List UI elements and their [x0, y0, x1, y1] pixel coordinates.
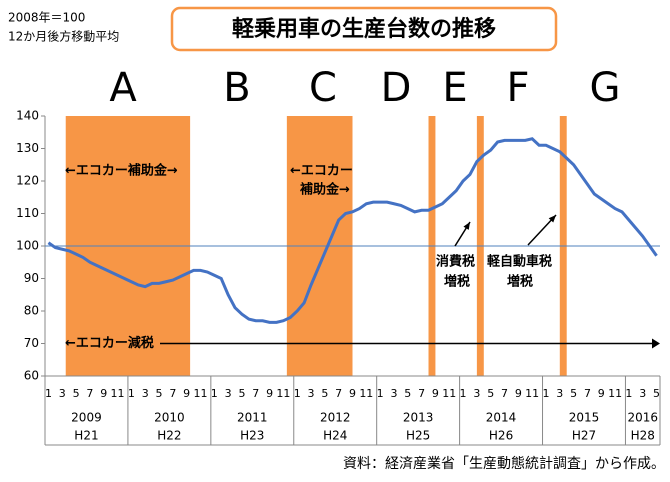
x-tick-label: 3	[142, 387, 149, 400]
era-label: H27	[572, 429, 596, 443]
annotation: ←エコカー	[290, 164, 353, 179]
x-tick-label: 1	[294, 387, 301, 400]
x-tick-label: 1	[542, 387, 549, 400]
x-tick-label: 9	[349, 387, 356, 400]
arrow-head	[548, 215, 556, 223]
annotation: 増税	[444, 274, 470, 290]
x-tick-label: 7	[418, 387, 425, 400]
annotation: 消費税	[436, 254, 475, 270]
year-label: 2013	[403, 411, 434, 425]
x-tick-label: 1	[377, 387, 384, 400]
era-label: H21	[74, 429, 98, 443]
x-tick-label: 11	[608, 387, 622, 400]
annotation: 軽自動車税	[487, 254, 552, 270]
x-tick-label: 7	[86, 387, 93, 400]
x-tick-label: 7	[252, 387, 259, 400]
period-letter: F	[506, 65, 529, 111]
era-label: H24	[323, 429, 347, 443]
era-label: H28	[631, 429, 655, 443]
x-tick-label: 7	[169, 387, 176, 400]
era-label: H26	[489, 429, 513, 443]
x-tick-label: 5	[487, 387, 494, 400]
note: 12か月後方移動平均	[8, 29, 119, 44]
y-tick-label: 110	[16, 206, 39, 220]
era-label: H22	[157, 429, 181, 443]
x-tick-label: 11	[525, 387, 539, 400]
y-tick-label: 90	[24, 271, 39, 285]
title-box	[170, 6, 558, 52]
x-tick-label: 1	[460, 387, 467, 400]
x-tick-label: 1	[625, 387, 632, 400]
x-tick-label: 7	[501, 387, 508, 400]
annotation: ←エコカー補助金→	[65, 163, 178, 179]
x-tick-label: 5	[73, 387, 80, 400]
year-label: 2011	[237, 411, 268, 425]
x-tick-label: 3	[225, 387, 232, 400]
year-label: 2014	[486, 411, 517, 425]
period-letter: D	[381, 65, 412, 111]
y-tick-label: 80	[24, 304, 39, 318]
y-tick-label: 70	[24, 336, 39, 350]
x-tick-label: 1	[45, 387, 52, 400]
period-letter: B	[223, 65, 250, 111]
era-label: H23	[240, 429, 264, 443]
source: 資料：経済産業省「生産動態統計調査」から作成。	[343, 456, 665, 472]
period-letter: C	[309, 65, 337, 111]
x-tick-label: 9	[515, 387, 522, 400]
x-tick-label: 5	[570, 387, 577, 400]
x-tick-label: 5	[404, 387, 411, 400]
period-letter: A	[109, 65, 137, 111]
year-label: 2015	[569, 411, 600, 425]
annotation: 補助金→	[299, 182, 350, 198]
x-tick-label: 3	[556, 387, 563, 400]
x-tick-label: 3	[639, 387, 646, 400]
period-letter: G	[590, 65, 621, 111]
year-label: 2009	[71, 411, 102, 425]
x-tick-label: 3	[473, 387, 480, 400]
x-tick-label: 11	[276, 387, 290, 400]
x-tick-label: 9	[183, 387, 190, 400]
x-tick-label: 9	[432, 387, 439, 400]
x-tick-label: 3	[308, 387, 315, 400]
x-tick-label: 11	[111, 387, 125, 400]
data-line	[47, 137, 658, 324]
x-tick-label: 7	[335, 387, 342, 400]
arrow-head	[652, 338, 660, 349]
annotation: 増税	[507, 274, 533, 290]
x-tick-label: 1	[211, 387, 218, 400]
year-label: 2016	[627, 411, 658, 425]
y-tick-label: 60	[24, 369, 39, 383]
x-tick-label: 5	[238, 387, 245, 400]
x-tick-label: 3	[390, 387, 397, 400]
x-tick-label: 11	[442, 387, 456, 400]
x-tick-label: 5	[321, 387, 328, 400]
y-tick-label: 140	[16, 109, 39, 123]
chart-title: 軽乗用車の生産台数の推移	[232, 16, 496, 42]
period-letter: E	[442, 65, 467, 111]
x-tick-label: 9	[598, 387, 605, 400]
era-label: H25	[406, 429, 430, 443]
annotation: ←エコカー減税	[65, 335, 154, 351]
note: 2008年＝100	[8, 11, 85, 25]
x-tick-label: 5	[156, 387, 163, 400]
y-tick-label: 100	[16, 239, 39, 253]
y-tick-label: 120	[16, 174, 39, 188]
arrow-head	[463, 222, 470, 230]
x-tick-label: 7	[584, 387, 591, 400]
x-tick-label: 11	[193, 387, 207, 400]
x-tick-label: 11	[359, 387, 373, 400]
x-tick-label: 9	[266, 387, 273, 400]
x-tick-label: 3	[59, 387, 66, 400]
year-label: 2010	[154, 411, 185, 425]
y-tick-label: 130	[16, 141, 39, 155]
x-tick-label: 9	[100, 387, 107, 400]
x-tick-label: 1	[128, 387, 135, 400]
x-tick-label: 5	[653, 387, 660, 400]
year-label: 2012	[320, 411, 351, 425]
